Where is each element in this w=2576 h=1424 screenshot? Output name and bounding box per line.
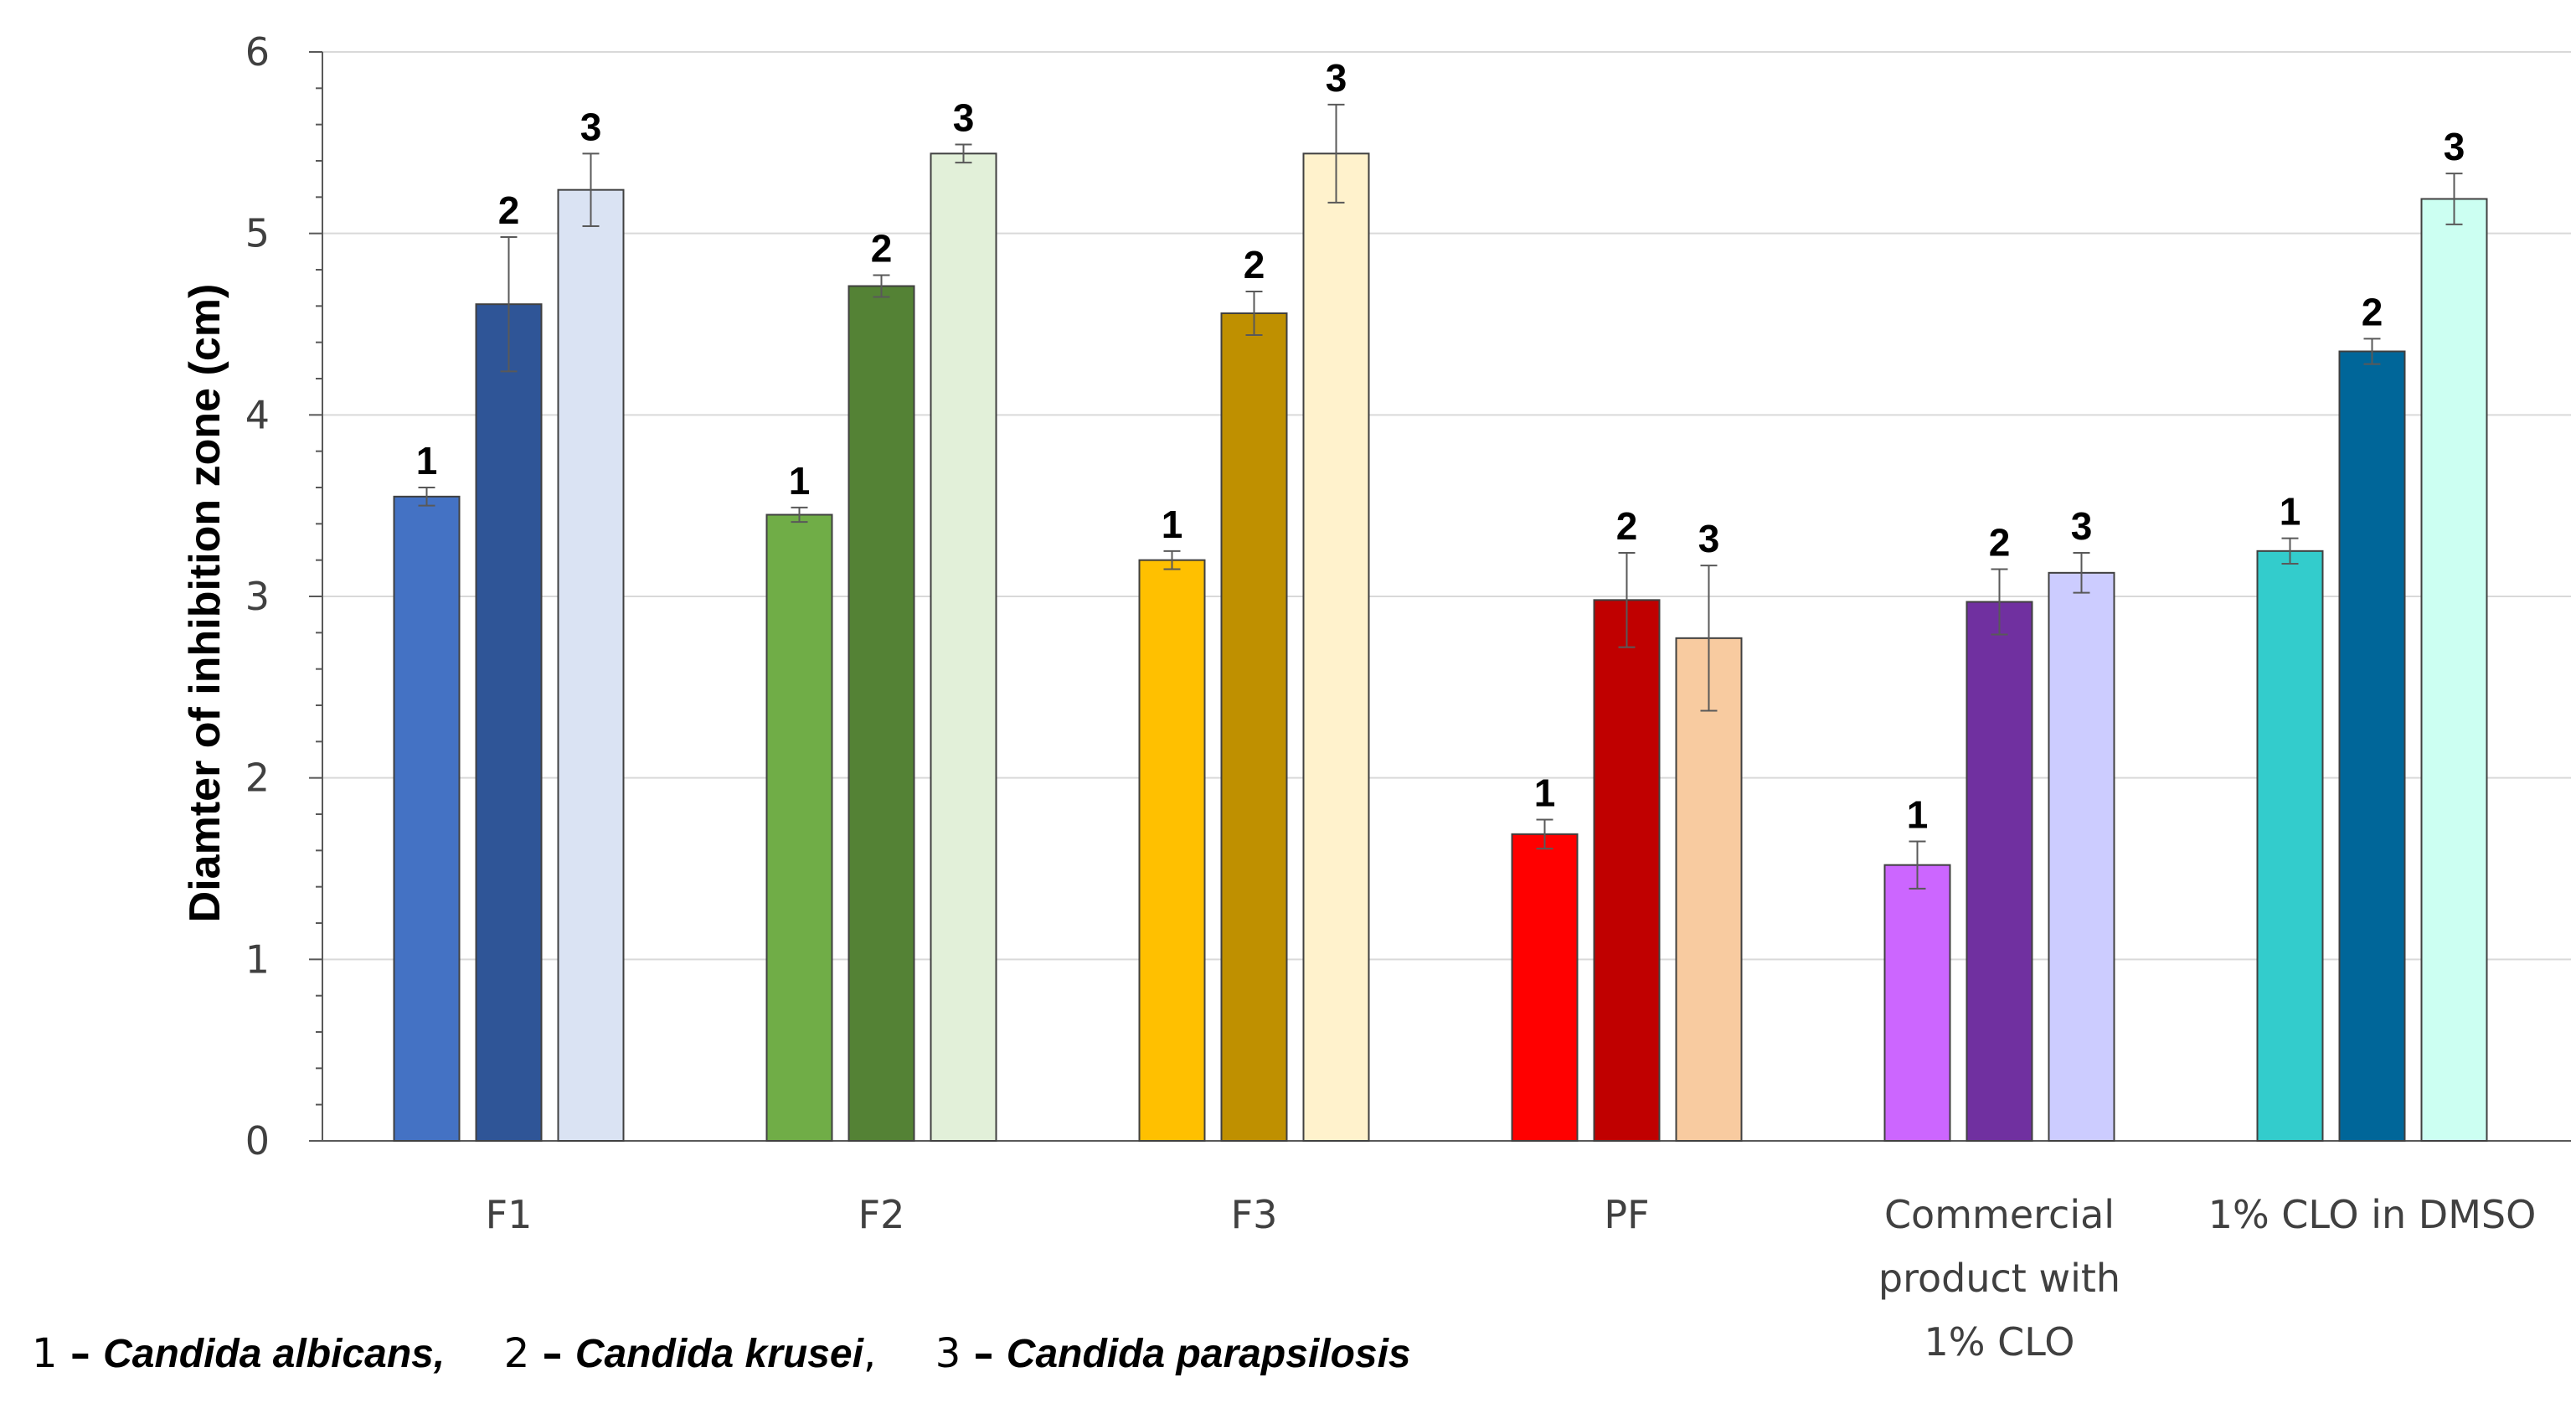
y-tick-label: 4 — [245, 392, 270, 437]
bar-label: 2 — [1989, 521, 2011, 565]
bar-label: 1 — [789, 459, 811, 503]
bar-label: 1 — [1907, 793, 1929, 837]
bar — [475, 303, 543, 1142]
bar-label: 3 — [2071, 504, 2093, 548]
bar-label: 1 — [1162, 503, 1183, 546]
y-tick-label: 3 — [245, 574, 270, 619]
y-tick-label: 5 — [245, 211, 270, 256]
bar — [930, 152, 997, 1142]
bar — [1138, 559, 1206, 1142]
axes — [309, 51, 2571, 1142]
y-tick-label: 0 — [245, 1118, 270, 1163]
bar — [1883, 864, 1951, 1142]
legend-item-2-name: Candida krusei — [574, 1332, 863, 1376]
bar — [2420, 198, 2488, 1142]
bar — [2048, 571, 2115, 1142]
legend-item-1-name: Candida albicans, — [103, 1332, 446, 1376]
legend-item-1-dash: – — [70, 1330, 90, 1377]
bar-label: 1 — [416, 439, 438, 482]
bar-label: 3 — [580, 105, 602, 148]
x-category-label: Commercial — [1884, 1192, 2115, 1237]
y-tick-label: 1 — [245, 936, 270, 982]
bar-label: 2 — [1616, 504, 1638, 548]
bar-label: 3 — [1698, 517, 1720, 560]
bar — [848, 285, 915, 1142]
bar-label: 3 — [2444, 125, 2465, 168]
legend-item-1-number: 1 — [32, 1330, 58, 1377]
bar-label: 2 — [1244, 243, 1265, 286]
x-category-labels: F1 F2 F3 PF Commercial product with 1% CLO 1% C… — [486, 1192, 2537, 1365]
bar-label: 2 — [871, 227, 893, 271]
bar-label: 3 — [953, 96, 975, 140]
legend-item-2: 2 – Candida krusei, — [504, 1330, 889, 1377]
bar — [1965, 601, 2033, 1142]
bar-label: 2 — [2362, 290, 2383, 333]
legend-item-2-dash: – — [542, 1330, 563, 1377]
y-axis-title: Diamter of inhibition zone (cm) — [181, 284, 229, 923]
legend-item-2-number: 2 — [503, 1330, 530, 1377]
bar — [2256, 549, 2324, 1142]
legend: 1 – Candida albicans, 2 – Candida krusei… — [32, 1330, 1411, 1377]
legend-item-3-name: Candida parapsilosis — [1006, 1332, 1411, 1376]
gridlines — [322, 51, 2571, 961]
legend-item-3-dash: – — [973, 1330, 994, 1377]
x-category-label: product with — [1878, 1256, 2120, 1301]
bar — [1675, 637, 1743, 1142]
y-tick-label: 2 — [245, 756, 270, 801]
bar — [765, 513, 833, 1142]
x-category-label: 1% CLO — [1924, 1319, 2075, 1365]
bar-label: 2 — [498, 188, 520, 232]
x-category-label: F1 — [486, 1192, 533, 1237]
x-category-label: 1% CLO in DMSO — [2208, 1192, 2537, 1237]
x-category-label: F2 — [858, 1192, 905, 1237]
bar-label: 3 — [1326, 56, 1347, 100]
x-category-label: PF — [1604, 1192, 1649, 1237]
bar-label: 1 — [1534, 771, 1556, 815]
bar — [1302, 152, 1370, 1142]
bar — [1220, 312, 1288, 1142]
legend-item-3: 3 – Candida parapsilosis — [935, 1330, 1411, 1377]
bar — [393, 495, 461, 1142]
bars: 1 2 3 1 2 3 1 2 3 1 2 3 1 2 3 1 2 3 — [393, 56, 2488, 1143]
legend-separator: , — [863, 1330, 877, 1377]
bar — [557, 188, 625, 1143]
bar — [2338, 350, 2406, 1142]
legend-item-3-number: 3 — [935, 1330, 961, 1377]
legend-item-1: 1 – Candida albicans, — [32, 1330, 457, 1377]
bar-label: 1 — [2280, 490, 2301, 534]
bar — [1511, 833, 1579, 1142]
x-category-label: F3 — [1231, 1192, 1278, 1237]
y-tick-labels: 0 1 2 3 4 5 6 — [245, 29, 270, 1163]
bar — [1593, 599, 1661, 1142]
y-tick-label: 6 — [245, 29, 270, 75]
